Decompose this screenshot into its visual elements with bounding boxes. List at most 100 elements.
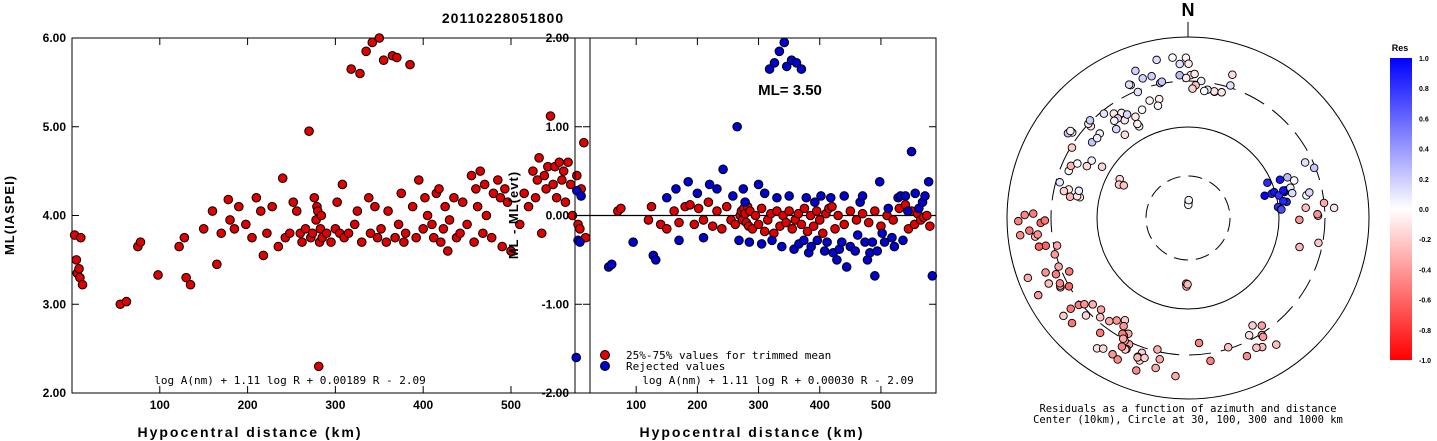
chart1-point (355, 68, 365, 79)
chart1-point (343, 228, 354, 239)
legend-label-trimmed: 25%-75% values for trimmed mean (626, 349, 831, 362)
magnitude-vs-distance-chart: 100 200 300 400 500 2.00 3.00 4.00 5.00 6.00 log … (2, 31, 591, 440)
chart2-y-tick-label: 1.00 (546, 120, 570, 134)
chart2-point (646, 201, 657, 212)
chart1-point (297, 237, 307, 247)
chart2-point (811, 206, 822, 216)
chart2-point (698, 232, 709, 243)
chart1-point (381, 237, 392, 247)
polar-station-marker (1059, 186, 1069, 196)
polar-station-marker (1287, 188, 1297, 198)
chart1-y-tick-label: 2.00 (43, 386, 67, 400)
chart2-point (874, 176, 885, 187)
polar-station-marker (1210, 87, 1219, 96)
chart2-point (616, 203, 626, 214)
chart1-point (502, 197, 513, 207)
chart1-point (563, 157, 573, 168)
chart1-point (545, 111, 556, 121)
chart2-point (925, 221, 935, 231)
chart2-point (575, 237, 585, 247)
chart2-ticks: 100 200 300 400 500 -2.00 -1.00 0.00 1.00 2.00 (542, 31, 936, 412)
chart2-point (769, 58, 780, 68)
chart1-point (74, 263, 84, 274)
polar-station-marker (1110, 116, 1119, 126)
polar-station-marker (1133, 353, 1142, 362)
chart1-point (75, 232, 86, 243)
chart1-point (519, 188, 529, 199)
chart1-point (400, 228, 411, 239)
polar-station-marker (1132, 366, 1141, 375)
chart1-point (316, 210, 327, 221)
polar-station-marker (1279, 186, 1288, 195)
chart1-point (390, 232, 400, 243)
chart1-point (396, 188, 407, 199)
chart2-point (810, 197, 820, 207)
polar-station-marker (1067, 143, 1077, 152)
chart1-point (251, 192, 262, 203)
polar-station-marker (1085, 116, 1095, 125)
polar-station-marker (1044, 279, 1053, 288)
chart1-point (291, 206, 302, 216)
chart2-point (812, 235, 823, 246)
chart2-point (759, 226, 770, 237)
chart1-ticks: 100 200 300 400 500 2.00 3.00 4.00 5.00 6.00 (43, 31, 590, 412)
chart1-points (69, 33, 591, 372)
chart1-point (284, 228, 295, 239)
chart1-point (444, 215, 455, 225)
polar-station-marker (1206, 356, 1215, 366)
chart1-point (536, 228, 547, 239)
polar-station-marker (1137, 105, 1147, 115)
polar-station-marker (1183, 280, 1192, 289)
polar-station-marker (1097, 162, 1107, 172)
chart1-point (481, 210, 492, 221)
chart1-point (372, 232, 383, 243)
polar-station-marker (1200, 86, 1209, 96)
chart2-x-tick-label: 100 (626, 398, 646, 412)
chart2-y-tick-label: -2.00 (542, 386, 570, 400)
polar-station-marker (1131, 66, 1140, 76)
chart2-point (774, 46, 785, 57)
polar-station-marker (1025, 226, 1034, 235)
polar-station-marker (1275, 175, 1285, 184)
polar-station-marker (1309, 163, 1319, 173)
chart1-point (405, 59, 415, 70)
chart2-y-tick-label: 2.00 (546, 31, 570, 45)
polar-station-marker (1295, 242, 1304, 252)
chart2-legend: 25%-75% values for trimmed mean Rejected… (600, 349, 831, 373)
polar-station-marker (1051, 269, 1061, 279)
chart2-point (753, 219, 764, 230)
polar-station-marker (1305, 188, 1314, 197)
chart1-point (530, 192, 541, 203)
polar-ring-30km (1145, 175, 1231, 261)
polar-station-marker (1279, 196, 1288, 206)
chart1-point (572, 170, 582, 181)
chart2-point (791, 58, 802, 68)
chart1-point (365, 228, 376, 239)
chart1-point (434, 184, 444, 194)
chart2-point (674, 235, 684, 246)
chart2-point (669, 206, 679, 216)
chart2-point (703, 197, 714, 207)
chart2-point (801, 192, 812, 203)
polar-ring-1000km (1006, 36, 1370, 400)
chart1-y-tick-label: 6.00 (43, 31, 67, 45)
chart1-point (352, 206, 363, 216)
polar-station-marker (1155, 354, 1164, 364)
chart1-point (548, 179, 558, 190)
polar-station-marker (1111, 124, 1121, 134)
chart1-point (393, 219, 404, 230)
polar-station-marker (1088, 300, 1098, 309)
chart2-y-tick-label: 0.00 (546, 209, 570, 223)
chart2-point (781, 217, 791, 228)
colorbar-tick-label: 0.6 (1419, 116, 1429, 123)
chart1-point (479, 179, 490, 190)
polar-station-marker (1015, 230, 1025, 240)
chart1-point (462, 219, 472, 230)
polar-station-marker (1064, 282, 1074, 291)
chart1-x-tick-label: 100 (150, 398, 170, 412)
chart1-x-tick-label: 300 (325, 398, 345, 412)
chart2-point (814, 215, 825, 225)
chart2-y-axis-label: ML - ML(evt) (506, 171, 521, 259)
chart1-formula: log A(nm) + 1.11 log R + 0.00189 R - 2.0… (154, 374, 426, 387)
